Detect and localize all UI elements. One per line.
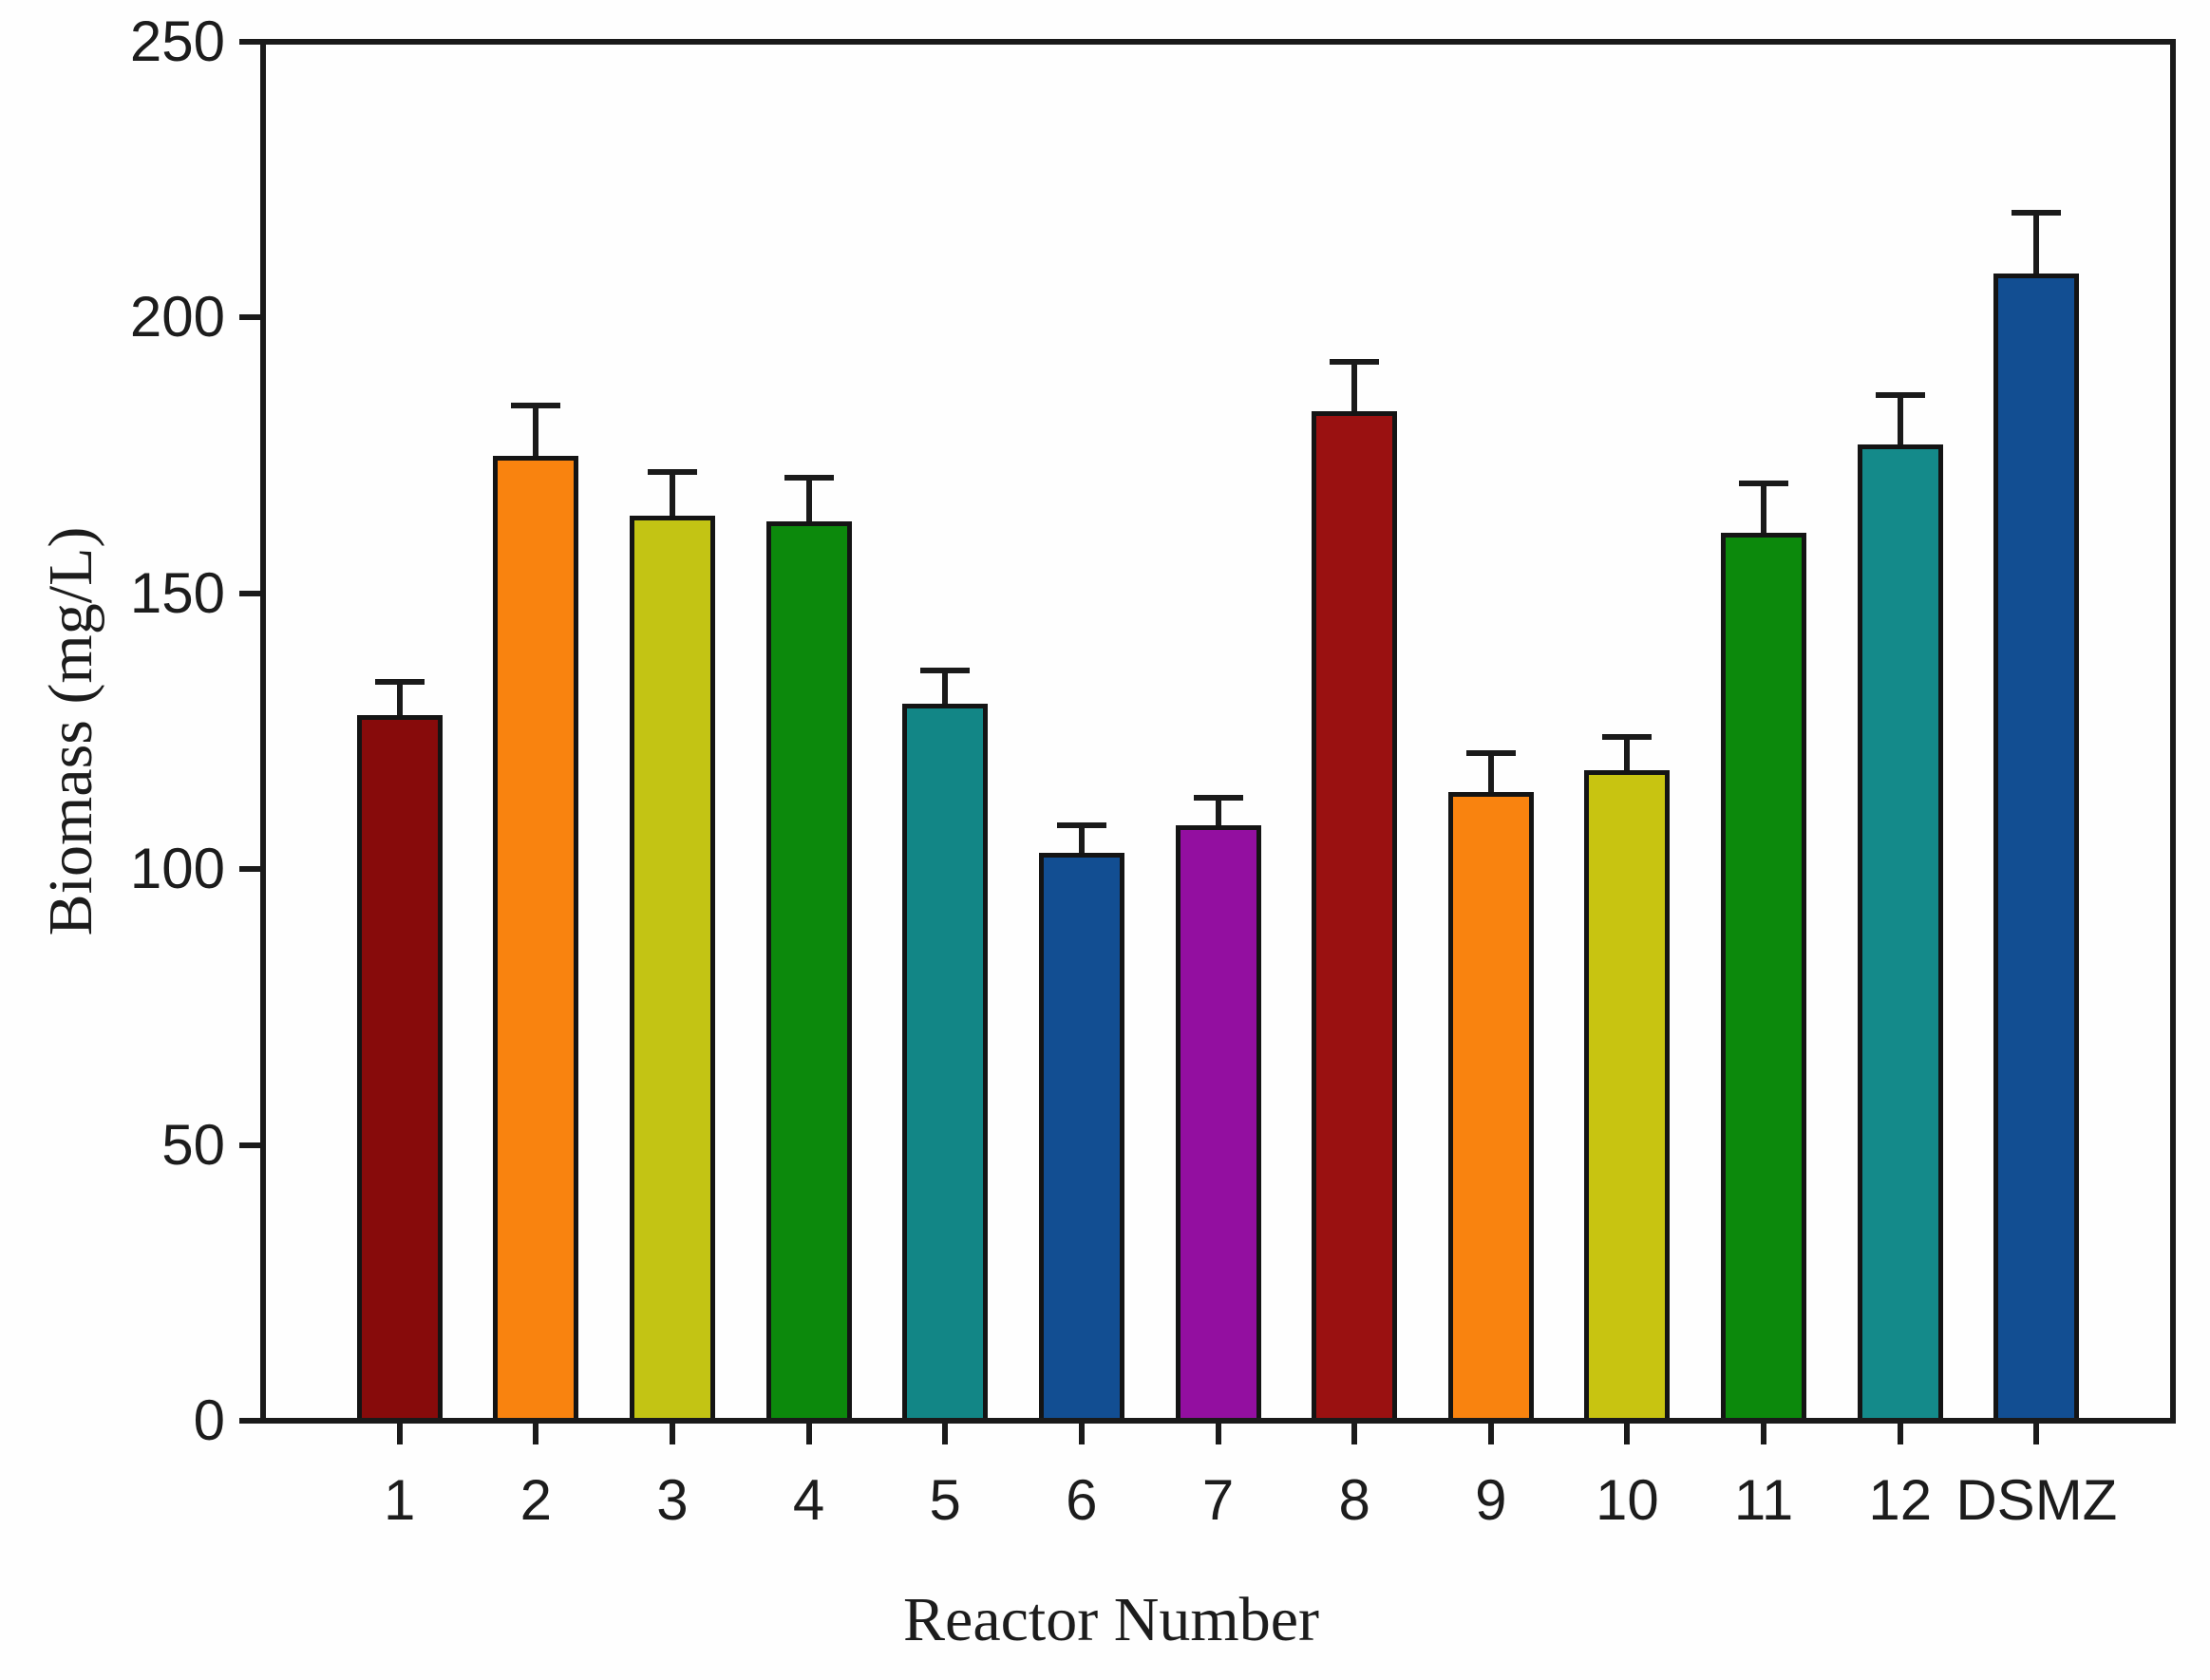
y-axis-tick-label: 200 <box>129 285 225 349</box>
x-axis-tick-label-12: 12 <box>1868 1468 1933 1532</box>
x-axis-tick <box>1215 1424 1221 1444</box>
error-bar-cap <box>1465 750 1516 757</box>
x-axis-tick-label-9: 9 <box>1475 1468 1507 1532</box>
bar-reactor-9 <box>1447 791 1534 1424</box>
y-axis-tick <box>239 314 260 321</box>
x-axis-tick-label-4: 4 <box>792 1468 825 1532</box>
plot-area-frame <box>260 39 2176 1424</box>
error-bar-cap <box>647 469 697 476</box>
error-bar-cap <box>1193 794 1243 801</box>
x-axis-tick-label-2: 2 <box>519 1468 552 1532</box>
bar-reactor-1 <box>356 714 443 1424</box>
y-axis-tick <box>239 1142 260 1148</box>
bar-reactor-2 <box>493 455 579 1424</box>
y-axis-tick <box>239 1418 260 1424</box>
x-axis-tick <box>396 1424 403 1444</box>
error-bar-stem <box>1761 482 1767 533</box>
bar-reactor-11 <box>1721 532 1807 1424</box>
error-bar-stem <box>1897 394 1903 444</box>
error-bar-cap <box>1875 391 1925 398</box>
x-axis-tick-label-7: 7 <box>1201 1468 1235 1532</box>
error-bar-cap <box>1602 733 1653 740</box>
bar-reactor-DSMZ <box>1993 273 2080 1424</box>
x-axis-tick <box>1761 1424 1767 1444</box>
y-axis-tick-label: 250 <box>129 9 225 73</box>
x-axis-tick <box>669 1424 675 1444</box>
x-axis-tick <box>2033 1424 2040 1444</box>
x-axis-tick <box>805 1424 812 1444</box>
y-axis-tick-label: 150 <box>129 560 225 625</box>
x-axis-tick <box>942 1424 949 1444</box>
error-bar-cap <box>1056 821 1106 828</box>
bar-reactor-12 <box>1857 444 1943 1424</box>
x-axis-tick-label-11: 11 <box>1733 1468 1794 1532</box>
error-bar-cap <box>920 668 971 674</box>
error-bar-cap <box>2012 210 2062 217</box>
error-bar-stem <box>396 681 403 715</box>
bar-reactor-10 <box>1584 769 1671 1424</box>
y-axis-tick-label: 100 <box>129 837 225 901</box>
x-axis-tick-label-5: 5 <box>929 1468 961 1532</box>
error-bar-stem <box>942 670 949 704</box>
error-bar-cap <box>1330 358 1380 365</box>
error-bar-stem <box>1624 736 1631 770</box>
error-bar-stem <box>1215 797 1221 825</box>
y-axis-title: Biomass (mg/L) <box>36 526 105 936</box>
error-bar-cap <box>511 403 561 409</box>
x-axis-tick <box>1351 1424 1358 1444</box>
error-bar-cap <box>374 678 425 685</box>
x-axis-tick <box>1078 1424 1085 1444</box>
y-axis-tick-label: 50 <box>161 1112 225 1177</box>
error-bar-stem <box>1078 824 1085 853</box>
x-axis-tick-label-1: 1 <box>383 1468 416 1532</box>
x-axis-tick-label-DSMZ: DSMZ <box>1955 1468 2118 1532</box>
x-axis-tick <box>533 1424 539 1444</box>
x-axis-tick <box>1624 1424 1631 1444</box>
x-axis-title: Reactor Number <box>903 1585 1319 1654</box>
x-axis-tick-label-3: 3 <box>656 1468 689 1532</box>
error-bar-stem <box>533 406 539 456</box>
x-axis-tick-label-10: 10 <box>1596 1468 1659 1532</box>
error-bar-stem <box>669 472 675 517</box>
error-bar-stem <box>1351 361 1358 412</box>
y-axis-tick <box>239 39 260 45</box>
x-axis-tick-label-6: 6 <box>1066 1468 1098 1532</box>
x-axis-tick-label-8: 8 <box>1338 1468 1370 1532</box>
error-bar-cap <box>1739 480 1789 486</box>
error-bar-cap <box>784 474 834 481</box>
x-axis-tick <box>1487 1424 1494 1444</box>
error-bar-stem <box>2033 213 2040 274</box>
bar-reactor-7 <box>1175 824 1261 1424</box>
bar-reactor-5 <box>902 703 989 1424</box>
error-bar-stem <box>805 477 812 522</box>
error-bar-stem <box>1487 753 1494 792</box>
y-axis-tick-label: 0 <box>193 1388 225 1452</box>
bar-reactor-4 <box>765 521 852 1424</box>
x-axis-tick <box>1897 1424 1903 1444</box>
y-axis-tick <box>239 866 260 873</box>
y-axis-tick <box>239 590 260 596</box>
